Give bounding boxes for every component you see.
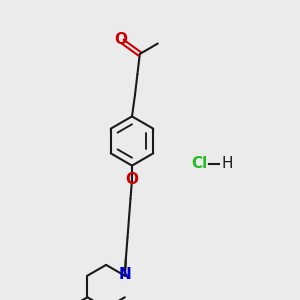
Text: O: O	[125, 172, 139, 188]
Text: N: N	[119, 267, 131, 282]
Text: O: O	[114, 32, 128, 47]
Text: H: H	[222, 156, 233, 171]
Text: Cl: Cl	[191, 156, 208, 171]
